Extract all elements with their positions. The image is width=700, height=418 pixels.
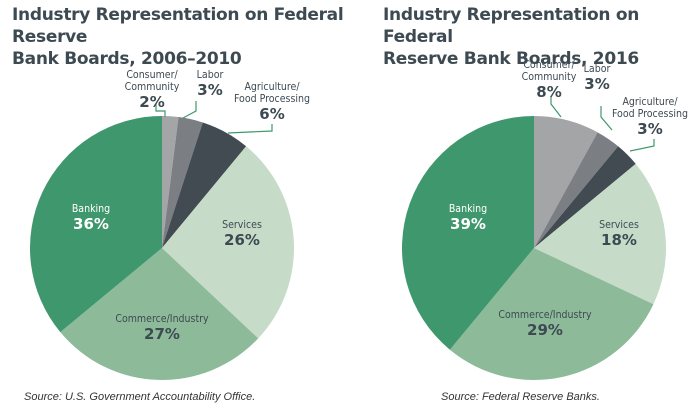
pie-slice-agriculture-food-processing: [534, 146, 636, 248]
slice-name: Commerce/Industry: [115, 313, 209, 325]
slice-name: Food Processing: [612, 108, 688, 120]
slice-percent: 6%: [259, 105, 284, 123]
slice-name: Agriculture/: [244, 81, 300, 93]
slice-percent: 3%: [197, 81, 222, 99]
slice-percent: 8%: [536, 83, 561, 101]
pie-slice-agriculture-food-processing: [162, 122, 247, 248]
slice-percent: 27%: [144, 325, 180, 343]
leader-line: [629, 139, 655, 152]
slice-name: Banking: [449, 203, 487, 215]
slice-name: Labor: [197, 69, 224, 81]
slice-percent: 26%: [224, 231, 260, 249]
pie-slice-banking: [402, 116, 534, 350]
leader-line: [600, 106, 613, 131]
chart-title-2016: Industry Representation on Federal Reser…: [383, 4, 693, 70]
pie-slice-labor: [534, 132, 619, 248]
slice-name: Consumer/: [523, 59, 575, 71]
chart-title-2006-2010: Industry Representation on Federal Reser…: [12, 4, 352, 70]
pie-slice-services: [162, 146, 294, 339]
slice-percent: 18%: [601, 231, 637, 249]
pie-slice-consumer-community: [162, 116, 179, 248]
title-line: Bank Boards, 2006–2010: [12, 49, 242, 69]
pie-slice-commerce-industry: [60, 248, 259, 380]
slice-name: Consumer/: [126, 69, 178, 81]
leader-line: [155, 104, 166, 117]
pie-slice-banking: [30, 116, 163, 333]
leader-line: [550, 96, 562, 118]
pie-slice-labor: [162, 117, 203, 248]
slice-name: Community: [522, 71, 577, 83]
slice-name: Services: [599, 219, 639, 231]
slice-percent: 39%: [450, 215, 486, 233]
slice-name: Agriculture/: [622, 96, 678, 108]
source-note-2006-2010: Source: U.S. Government Accountability O…: [24, 391, 256, 403]
slice-percent: 36%: [73, 215, 109, 233]
title-line: Industry Representation on Federal: [383, 5, 640, 47]
slice-name: Labor: [584, 63, 611, 75]
pie-slice-consumer-community: [534, 116, 598, 248]
pie-slice-services: [534, 163, 667, 305]
slice-name: Services: [222, 219, 262, 231]
slice-percent: 2%: [139, 93, 164, 111]
slice-percent: 29%: [527, 321, 563, 339]
slice-name: Banking: [72, 203, 110, 215]
slice-name: Food Processing: [234, 93, 310, 105]
slice-percent: 3%: [637, 120, 662, 138]
leader-line: [227, 124, 273, 134]
pie-slice-commerce-industry: [449, 248, 654, 381]
title-line: Reserve Bank Boards, 2016: [383, 49, 639, 69]
source-note-2016: Source: Federal Reserve Banks.: [441, 391, 600, 403]
slice-name: Commerce/Industry: [498, 309, 592, 321]
leader-line: [182, 101, 197, 119]
title-line: Industry Representation on Federal Reser…: [12, 5, 344, 47]
slice-percent: 3%: [584, 75, 609, 93]
pie-chart-1: Consumer/Community8%Labor3%Agriculture/F…: [402, 59, 688, 381]
slice-name: Community: [125, 81, 180, 93]
